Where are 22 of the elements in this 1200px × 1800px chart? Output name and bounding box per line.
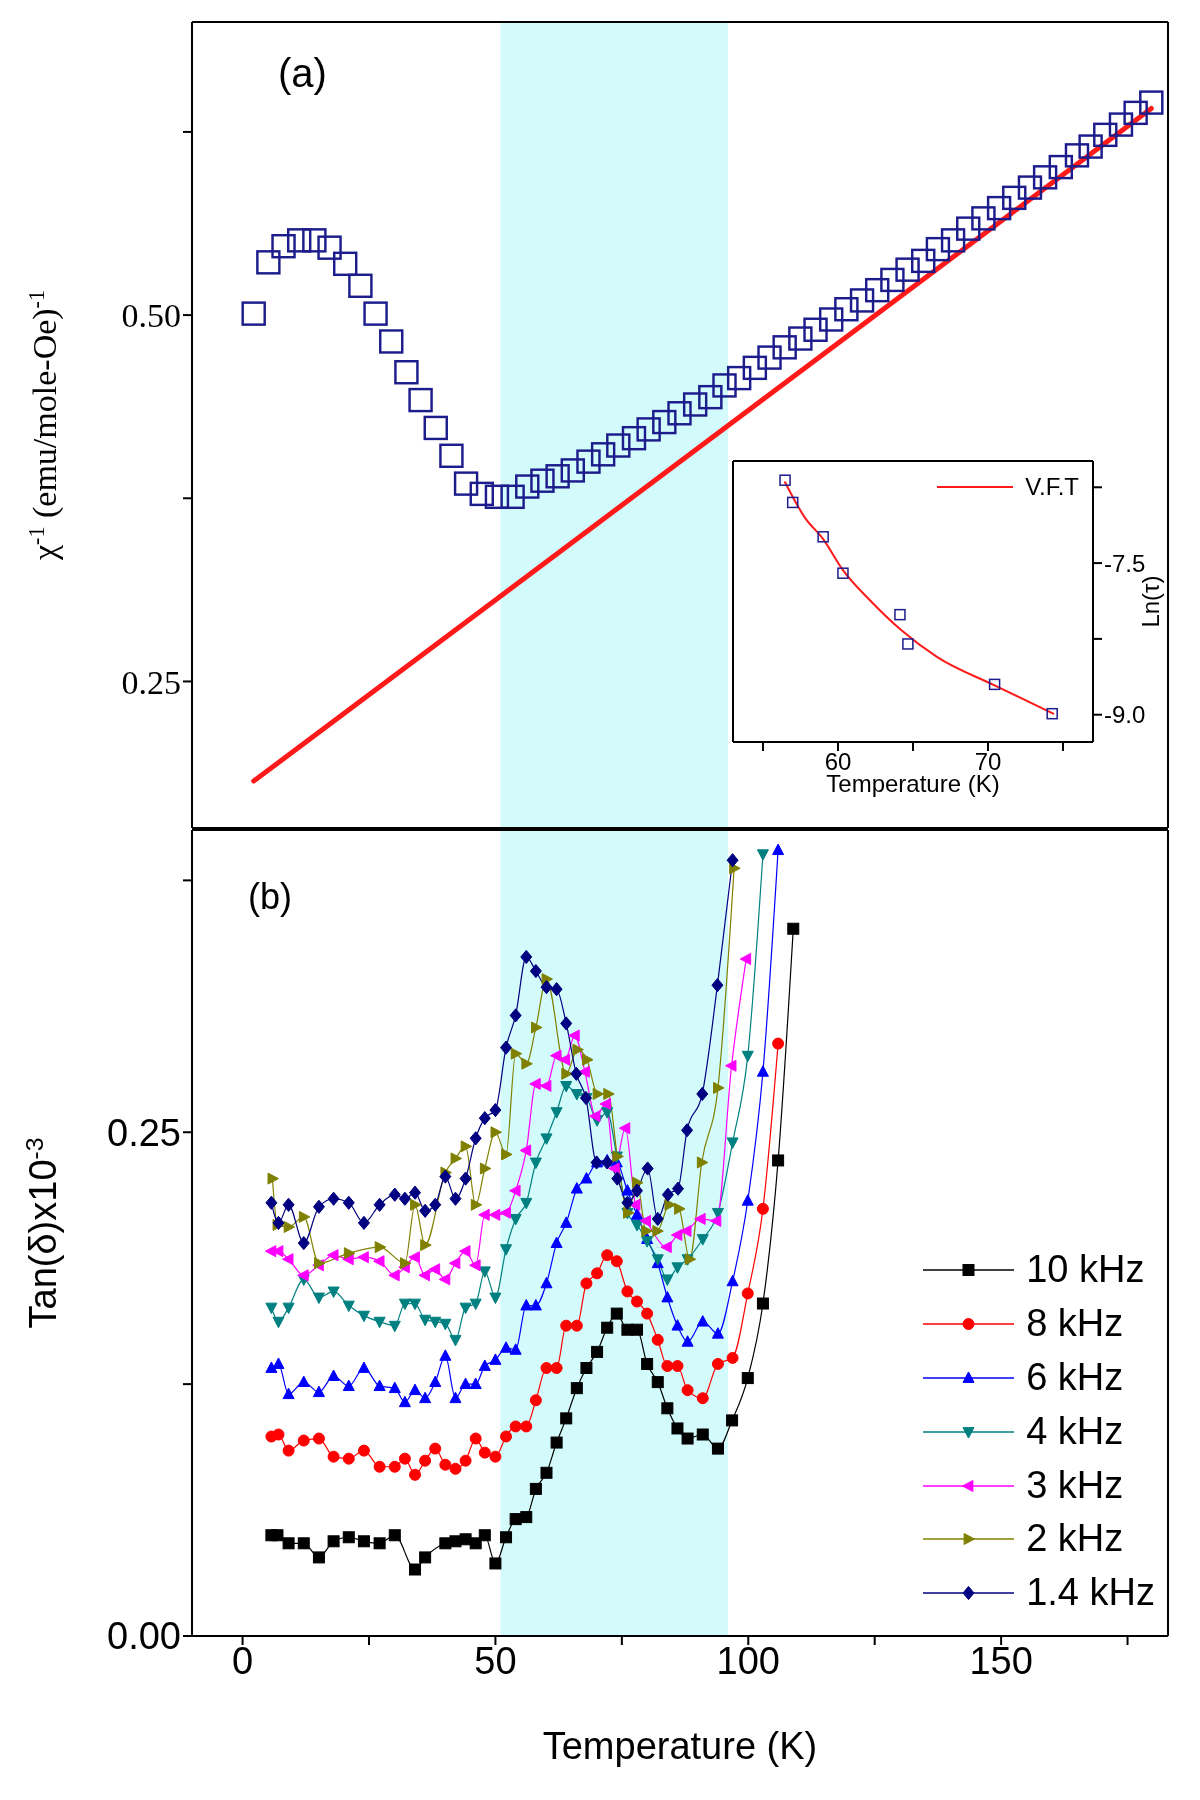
legend-label: V.F.T [1025,473,1079,501]
legend-label: 1.4 kHz [1026,1571,1155,1614]
x-tick-label: 150 [969,1639,1033,1682]
x-axis-title: Temperature (K) [542,1725,818,1767]
y-tick-label: -7.5 [1104,549,1146,577]
x-tick-label: 100 [716,1639,780,1682]
y-tick-label: 0.50 [121,297,181,335]
y-tick-label: 0.00 [107,1615,181,1658]
annotation: (a) [278,51,327,95]
x-tick-label: 50 [474,1639,517,1682]
legend-label: 10 kHz [1026,1248,1145,1292]
legend-label: 2 kHz [1026,1517,1124,1561]
y-tick-label: 0.25 [121,663,181,701]
annotation: (b) [248,876,292,917]
y-tick-label: 0.25 [107,1111,181,1154]
y-axis-title: Ln(τ) [1137,575,1164,628]
legend-label: 3 kHz [1026,1463,1124,1507]
legend-label: 4 kHz [1026,1409,1124,1453]
legend-label: 6 kHz [1026,1356,1124,1399]
y-tick-label: -9.0 [1104,701,1146,729]
legend-label: 8 kHz [1026,1302,1124,1346]
x-tick-label: 0 [232,1639,254,1682]
